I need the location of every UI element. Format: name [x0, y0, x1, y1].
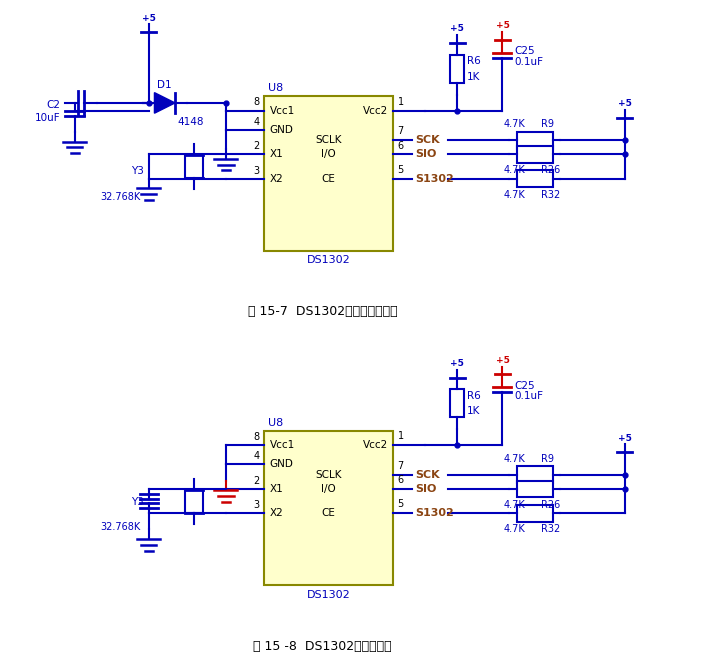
Text: U8: U8 — [268, 417, 283, 427]
Bar — [450, 55, 464, 83]
Text: 4: 4 — [253, 116, 259, 126]
Bar — [517, 505, 552, 522]
Text: Vcc2: Vcc2 — [363, 106, 388, 116]
Bar — [264, 431, 393, 585]
Text: 4148: 4148 — [177, 117, 204, 127]
Bar — [517, 466, 552, 483]
Text: 4.7K: 4.7K — [503, 119, 525, 129]
Text: 6: 6 — [397, 140, 403, 151]
Bar — [184, 155, 203, 178]
Text: 4.7K: 4.7K — [503, 165, 525, 175]
Text: R6: R6 — [467, 391, 481, 401]
Bar — [450, 389, 464, 417]
Text: +5: +5 — [496, 21, 509, 30]
Text: 0.1uF: 0.1uF — [514, 391, 543, 401]
Bar — [517, 171, 552, 187]
Text: 32.768K: 32.768K — [101, 192, 141, 202]
Text: S1302: S1302 — [415, 174, 454, 184]
Text: +5: +5 — [142, 13, 155, 23]
Text: Vcc1: Vcc1 — [269, 440, 295, 450]
Text: X1: X1 — [269, 149, 284, 159]
Text: 4.7K: 4.7K — [503, 190, 525, 200]
Text: 0.1uF: 0.1uF — [514, 57, 543, 67]
Text: SIO: SIO — [415, 484, 437, 494]
Text: Vcc1: Vcc1 — [269, 106, 295, 116]
Text: D1: D1 — [157, 80, 172, 90]
Text: SCK: SCK — [415, 470, 440, 480]
Bar — [264, 96, 393, 251]
Text: SIO: SIO — [415, 149, 437, 159]
Text: R26: R26 — [541, 165, 560, 175]
Text: Vcc2: Vcc2 — [363, 440, 388, 450]
Text: 图 15 -8  DS1302无备用电源: 图 15 -8 DS1302无备用电源 — [253, 640, 391, 653]
Bar — [184, 490, 203, 512]
Text: GND: GND — [269, 125, 294, 135]
Text: +5: +5 — [496, 356, 509, 365]
Text: S1302: S1302 — [415, 508, 454, 518]
Text: R26: R26 — [541, 500, 560, 510]
Text: CE: CE — [322, 508, 335, 518]
Text: Y3: Y3 — [130, 166, 143, 176]
Text: Y3: Y3 — [130, 497, 143, 506]
Text: 图 15-7  DS1302电容作备用电源: 图 15-7 DS1302电容作备用电源 — [247, 306, 397, 318]
Text: C2: C2 — [47, 100, 60, 110]
Text: 5: 5 — [397, 500, 403, 510]
Text: R9: R9 — [541, 119, 554, 129]
Text: +5: +5 — [450, 25, 464, 33]
Text: 7: 7 — [397, 461, 403, 471]
Text: 8: 8 — [253, 98, 259, 108]
Text: U8: U8 — [268, 83, 283, 93]
Text: I/O: I/O — [321, 149, 336, 159]
Text: 3: 3 — [253, 500, 259, 510]
Text: SCLK: SCLK — [316, 470, 342, 480]
Polygon shape — [155, 92, 175, 113]
Text: 5: 5 — [397, 165, 403, 175]
Text: C25: C25 — [514, 46, 535, 56]
Text: X2: X2 — [269, 174, 284, 184]
Text: 4.7K: 4.7K — [503, 500, 525, 510]
Text: 1K: 1K — [467, 406, 481, 416]
Text: X1: X1 — [269, 484, 284, 494]
Text: 10uF: 10uF — [35, 113, 60, 123]
Text: 2: 2 — [253, 476, 259, 486]
Text: +5: +5 — [618, 434, 632, 443]
Text: 2: 2 — [253, 141, 259, 151]
Text: DS1302: DS1302 — [307, 256, 351, 266]
Text: 1: 1 — [398, 97, 404, 107]
Text: DS1302: DS1302 — [307, 590, 351, 600]
Text: 4.7K: 4.7K — [503, 524, 525, 535]
Text: C25: C25 — [514, 381, 535, 391]
Bar — [517, 146, 552, 163]
Text: GND: GND — [269, 460, 294, 470]
Text: 4.7K: 4.7K — [503, 454, 525, 464]
Bar — [517, 480, 552, 497]
Text: SCK: SCK — [415, 135, 440, 145]
Bar — [517, 132, 552, 149]
Text: R32: R32 — [541, 524, 560, 535]
Text: 4: 4 — [253, 451, 259, 461]
Text: R32: R32 — [541, 190, 560, 200]
Text: 3: 3 — [253, 166, 259, 176]
Text: 1K: 1K — [467, 72, 481, 82]
Text: R9: R9 — [541, 454, 554, 464]
Text: +5: +5 — [618, 99, 632, 108]
Text: 8: 8 — [253, 432, 259, 442]
Text: 7: 7 — [397, 126, 403, 136]
Text: R6: R6 — [467, 56, 481, 66]
Text: 1: 1 — [398, 432, 404, 442]
Text: SCLK: SCLK — [316, 135, 342, 145]
Text: I/O: I/O — [321, 484, 336, 494]
Text: 32.768K: 32.768K — [101, 522, 141, 533]
Text: +5: +5 — [450, 359, 464, 368]
Text: 6: 6 — [397, 475, 403, 485]
Text: X2: X2 — [269, 508, 284, 518]
Text: CE: CE — [322, 174, 335, 184]
